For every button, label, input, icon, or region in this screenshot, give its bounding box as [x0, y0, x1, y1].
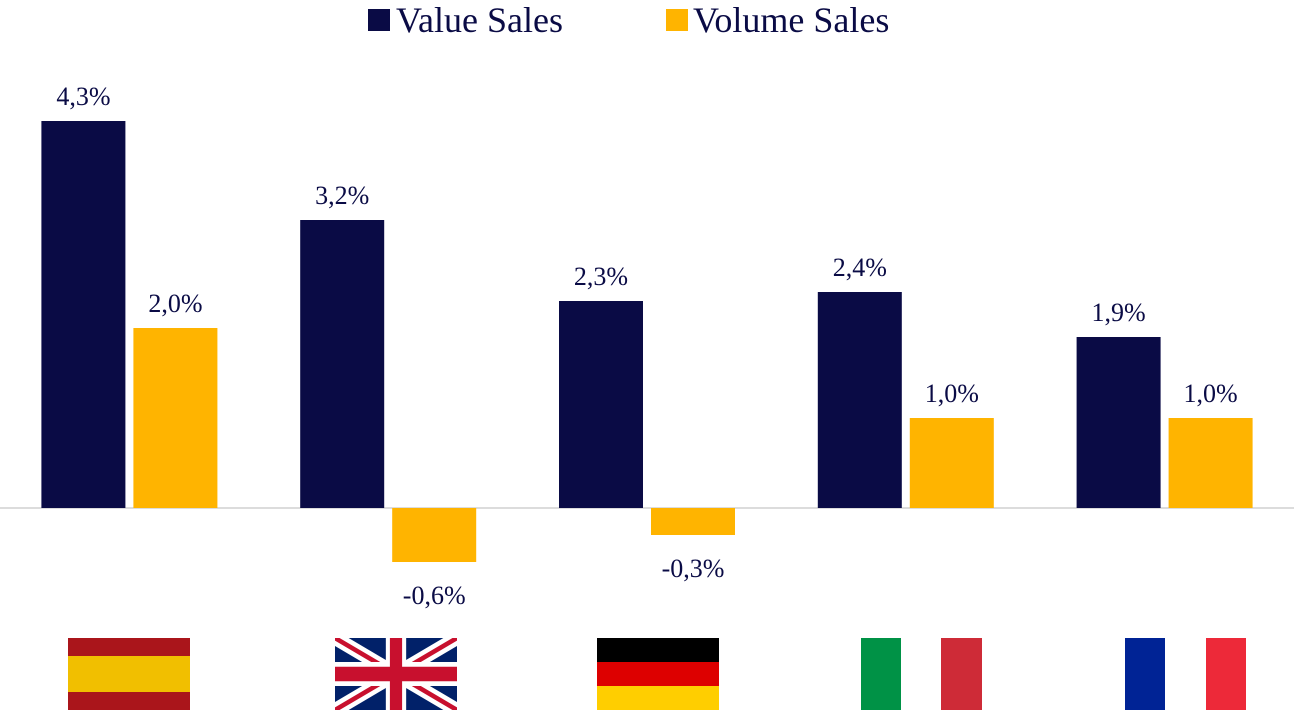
data-label: 1,0%: [1184, 379, 1238, 408]
flag-spain: [68, 638, 190, 710]
bar: [651, 508, 735, 535]
legend-swatch: [666, 9, 688, 31]
flag-germany: [597, 638, 719, 710]
bar: [1076, 337, 1161, 508]
legend-label: Value Sales: [396, 0, 563, 40]
flag-uk: [335, 638, 457, 710]
legend: Value Sales Volume Sales: [368, 0, 889, 40]
data-label: 2,4%: [833, 253, 887, 282]
data-label: -0,3%: [662, 554, 725, 583]
data-label: 2,3%: [574, 262, 628, 291]
bar: [300, 220, 385, 508]
legend-label: Volume Sales: [693, 0, 889, 40]
bar: [909, 418, 994, 508]
flag-france: [1125, 638, 1246, 710]
bar: [559, 301, 643, 508]
data-label: 1,9%: [1092, 298, 1146, 327]
data-label: 1,0%: [925, 379, 979, 408]
bar: [133, 328, 218, 508]
flags: [68, 638, 1246, 710]
flag-italy: [861, 638, 982, 710]
bar: [817, 292, 902, 508]
bar: [392, 508, 477, 562]
data-label: 4,3%: [56, 82, 110, 111]
data-label: -0,6%: [403, 581, 466, 610]
legend-swatch: [368, 9, 390, 31]
data-label: 3,2%: [315, 181, 369, 210]
data-label: 2,0%: [148, 289, 202, 318]
bar: [41, 121, 126, 508]
bar: [1168, 418, 1253, 508]
